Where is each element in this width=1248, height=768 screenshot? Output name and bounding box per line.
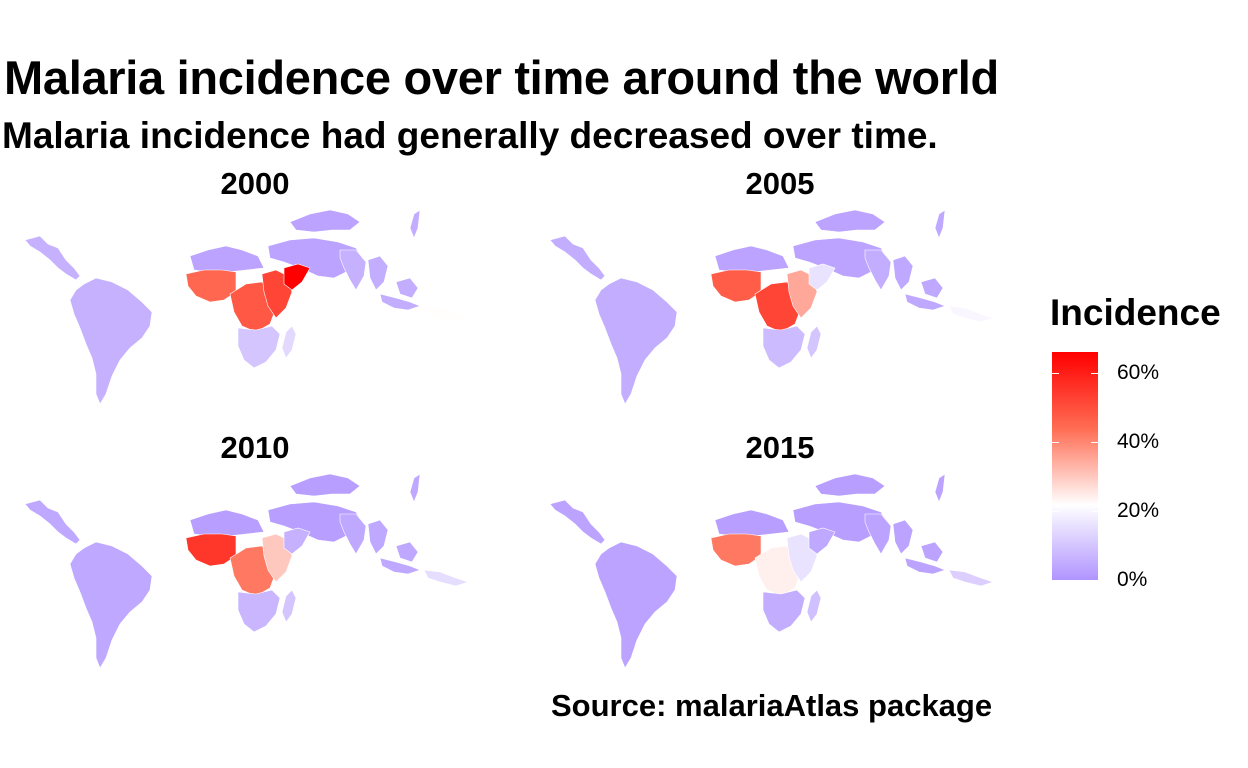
chart-subtitle: Malaria incidence had generally decrease…	[2, 115, 938, 156]
region-pacific-islands-2010	[423, 569, 469, 587]
region-southeast-asia-2000	[409, 209, 421, 239]
chart-title: Malaria incidence over time around the w…	[4, 51, 999, 104]
region-southeast-asia-2000	[367, 255, 389, 291]
region-southeast-asia-2010	[379, 557, 421, 575]
region-west-africa-2015	[710, 533, 762, 567]
region-southeast-asia-2010	[367, 519, 389, 555]
legend-tick-mark	[1091, 510, 1098, 512]
world-map-2010	[24, 473, 469, 669]
panel-title-2000: 2000	[220, 166, 290, 201]
region-americas-2000	[69, 277, 153, 405]
region-americas-2015	[549, 499, 606, 545]
map-panel-2010: 2010	[0, 430, 510, 675]
region-north-africa-mideast-2005	[814, 209, 886, 233]
map-panel-2000: 2000	[0, 166, 510, 411]
region-north-africa-mideast-2010	[189, 509, 265, 537]
world-map-2005	[549, 209, 994, 405]
legend-tick-mark	[1052, 580, 1059, 581]
legend-tick-label: 40%	[1117, 429, 1160, 453]
region-horn-of-africa-2010	[283, 527, 311, 555]
region-southern-africa-2010	[237, 589, 281, 633]
region-north-africa-mideast-2005	[714, 245, 790, 273]
panel-title-2005: 2005	[745, 166, 815, 201]
region-southeast-asia-2010	[409, 473, 421, 503]
region-north-africa-mideast-2015	[714, 509, 790, 537]
legend-tick-label: 0%	[1117, 568, 1148, 591]
region-southeast-asia-2005	[934, 209, 946, 239]
region-south-asia-2005	[864, 249, 892, 291]
legend-title: Incidence	[1050, 292, 1221, 333]
region-madagascar-2010	[281, 589, 297, 623]
region-southeast-asia-2015	[904, 557, 946, 575]
region-americas-2010	[24, 499, 81, 545]
source-caption: Source: malariaAtlas package	[551, 688, 993, 723]
region-southeast-asia-2015	[934, 473, 946, 503]
region-horn-of-africa-2000	[283, 263, 311, 291]
region-west-africa-2000	[185, 269, 237, 303]
region-pacific-islands-2000	[423, 305, 469, 323]
legend-colorbar	[1052, 352, 1098, 580]
legend-tick-mark	[1091, 372, 1098, 374]
region-americas-2010	[69, 541, 153, 669]
legend-tick-mark	[1052, 372, 1059, 374]
panel-title-2010: 2010	[220, 430, 290, 465]
map-panel-2005: 2005	[525, 166, 1035, 411]
region-horn-of-africa-2005	[808, 263, 836, 291]
region-southeast-asia-2015	[892, 519, 914, 555]
region-madagascar-2005	[806, 325, 822, 359]
region-southern-africa-2000	[237, 325, 281, 369]
region-southeast-asia-2000	[379, 293, 421, 311]
world-map-2015	[549, 473, 994, 669]
region-west-africa-2005	[710, 269, 762, 303]
region-americas-2015	[594, 541, 678, 669]
panel-title-2015: 2015	[745, 430, 815, 465]
region-north-africa-mideast-2015	[814, 473, 886, 497]
region-americas-2005	[549, 235, 606, 281]
legend-tick-label: 20%	[1117, 498, 1160, 522]
region-americas-2000	[24, 235, 81, 281]
legend-tick-mark	[1091, 441, 1098, 443]
legend-tick-label: 60%	[1117, 360, 1160, 384]
map-panel-2015: 2015	[525, 430, 1035, 675]
region-southeast-asia-2010	[395, 541, 419, 563]
world-map-2000	[24, 209, 469, 405]
legend-tick-mark	[1052, 441, 1059, 443]
region-southern-africa-2015	[762, 589, 806, 633]
legend-tick-mark	[1052, 510, 1059, 512]
region-south-asia-2000	[339, 249, 367, 291]
region-south-asia-2010	[339, 513, 367, 555]
region-west-africa-2010	[185, 533, 237, 567]
region-north-africa-mideast-2000	[289, 209, 361, 233]
region-southern-africa-2005	[762, 325, 806, 369]
region-madagascar-2000	[281, 325, 297, 359]
region-pacific-islands-2015	[948, 569, 994, 587]
region-north-africa-mideast-2000	[189, 245, 265, 273]
region-southeast-asia-2005	[920, 277, 944, 299]
region-americas-2005	[594, 277, 678, 405]
region-southeast-asia-2015	[920, 541, 944, 563]
region-southeast-asia-2005	[904, 293, 946, 311]
region-pacific-islands-2005	[948, 305, 994, 323]
legend-tick-mark	[1091, 580, 1098, 581]
region-north-africa-mideast-2010	[289, 473, 361, 497]
region-southeast-asia-2000	[395, 277, 419, 299]
region-horn-of-africa-2015	[808, 527, 836, 555]
region-southeast-asia-2005	[892, 255, 914, 291]
region-south-asia-2015	[864, 513, 892, 555]
region-madagascar-2015	[806, 589, 822, 623]
